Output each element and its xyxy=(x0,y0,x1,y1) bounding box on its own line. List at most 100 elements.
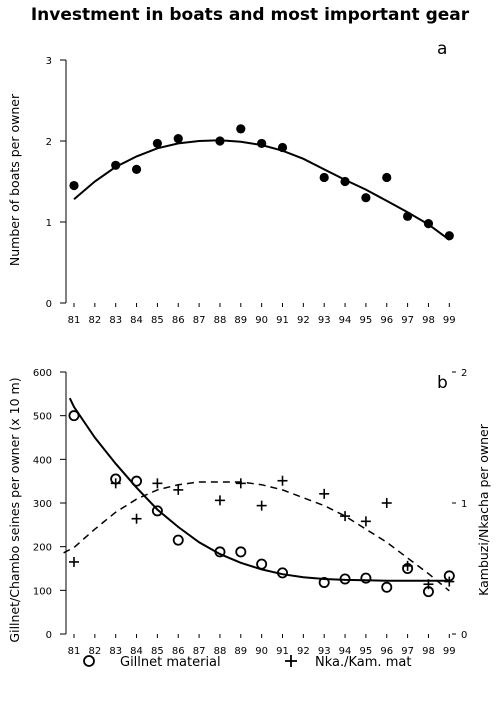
x-tick-label: 91 xyxy=(276,315,289,326)
x-tick-label: 89 xyxy=(234,315,247,326)
x-tick-label: 94 xyxy=(339,315,352,326)
data-point xyxy=(110,478,121,489)
data-point xyxy=(152,478,163,489)
data-point xyxy=(256,500,267,511)
x-tick-label: 95 xyxy=(360,315,373,326)
data-point xyxy=(402,560,413,571)
data-point xyxy=(68,410,80,422)
data-point xyxy=(131,164,142,174)
data-point xyxy=(319,488,330,499)
data-point xyxy=(131,513,142,524)
data-point xyxy=(276,567,288,579)
data-point xyxy=(236,124,246,134)
y-tick-label: 1 xyxy=(46,218,52,229)
data-point xyxy=(173,484,184,495)
data-point xyxy=(215,136,225,146)
panel-a-label: a xyxy=(437,39,447,59)
x-tick-label: 98 xyxy=(422,646,435,657)
data-point xyxy=(172,534,184,546)
right-y-tick-label: 1 xyxy=(461,499,467,510)
data-point xyxy=(277,475,288,486)
x-tick-label: 82 xyxy=(88,315,101,326)
data-point xyxy=(277,142,288,153)
x-tick-label: 86 xyxy=(172,315,185,326)
legend-label-gillnet: Gillnet material xyxy=(120,655,221,670)
x-tick-label: 84 xyxy=(130,315,143,326)
x-tick-label: 99 xyxy=(443,646,456,657)
x-tick-label: 86 xyxy=(172,646,185,657)
x-tick-label: 81 xyxy=(68,646,81,657)
legend-item-gillnet: Gillnet material xyxy=(83,655,221,670)
x-tick-label: 97 xyxy=(401,315,414,326)
x-tick-label: 95 xyxy=(360,646,373,657)
panel-b-right-y-axis-label: Kambuzi/Nkacha per owner xyxy=(476,423,491,596)
data-point xyxy=(360,572,372,584)
y-tick-label: 200 xyxy=(33,543,52,554)
data-point xyxy=(340,511,351,522)
x-tick-label: 99 xyxy=(443,315,456,326)
data-point xyxy=(423,579,434,590)
solid-fit-line xyxy=(68,397,450,582)
data-point xyxy=(319,172,329,183)
data-point xyxy=(444,576,455,587)
data-point xyxy=(214,546,226,558)
data-point xyxy=(131,475,143,487)
data-point xyxy=(69,556,79,567)
x-tick-label: 90 xyxy=(255,646,268,657)
data-point xyxy=(257,138,267,149)
data-point xyxy=(360,516,371,527)
x-tick-label: 87 xyxy=(193,646,206,657)
y-tick-label: 0 xyxy=(46,630,52,641)
x-tick-label: 97 xyxy=(401,646,414,657)
data-point xyxy=(235,478,246,489)
x-tick-label: 96 xyxy=(380,646,393,657)
data-point xyxy=(381,498,392,508)
data-point xyxy=(361,193,371,203)
data-point xyxy=(382,172,392,183)
x-tick-label: 93 xyxy=(318,315,331,326)
data-point xyxy=(214,495,225,506)
right-y-tick-label: 2 xyxy=(461,368,467,379)
x-tick-label: 87 xyxy=(193,315,206,326)
legend-label-nkacha: Nka./Kam. mat xyxy=(315,655,411,670)
y-tick-label: 2 xyxy=(46,137,52,148)
x-tick-label: 82 xyxy=(88,646,101,657)
x-tick-label: 92 xyxy=(297,315,310,326)
x-tick-label: 96 xyxy=(380,315,393,326)
y-tick-label: 0 xyxy=(46,299,52,310)
y-tick-label: 500 xyxy=(33,412,52,423)
x-tick-label: 89 xyxy=(234,646,247,657)
solid-fit-line xyxy=(73,139,450,241)
x-tick-label: 85 xyxy=(151,646,164,657)
data-point xyxy=(423,219,434,229)
x-tick-label: 85 xyxy=(151,315,164,326)
x-tick-label: 98 xyxy=(422,315,435,326)
panel-b-label: b xyxy=(437,373,448,393)
x-tick-label: 93 xyxy=(318,646,331,657)
y-tick-label: 3 xyxy=(46,56,52,67)
x-tick-label: 83 xyxy=(109,315,122,326)
y-tick-label: 600 xyxy=(33,368,52,379)
panel-b-left-y-axis-label: Gillnet/Chambo seines per owner (x 10 m) xyxy=(7,377,22,642)
right-y-tick-label: 0 xyxy=(461,630,467,641)
panel-a-y-axis-label: Number of boats per owner xyxy=(7,93,22,266)
panel-a: a Number of boats per owner 0 1 2 3 81 82 83 84… xyxy=(7,39,456,326)
legend-item-nkacha: Nka./Kam. mat xyxy=(285,655,411,670)
x-tick-label: 84 xyxy=(130,646,143,657)
x-tick-label: 88 xyxy=(214,646,227,657)
x-tick-label: 90 xyxy=(255,315,268,326)
chart-title: Investment in boats and most important g… xyxy=(31,5,470,25)
data-point xyxy=(340,176,350,187)
data-point xyxy=(152,138,162,149)
data-point xyxy=(111,160,121,170)
data-point xyxy=(256,558,268,570)
data-point xyxy=(381,581,393,593)
data-point xyxy=(173,133,183,144)
x-tick-label: 88 xyxy=(214,315,227,326)
data-point xyxy=(235,546,247,558)
data-point xyxy=(339,573,351,585)
y-tick-label: 300 xyxy=(33,499,52,510)
y-tick-label: 400 xyxy=(33,455,52,466)
x-tick-label: 83 xyxy=(109,646,122,657)
